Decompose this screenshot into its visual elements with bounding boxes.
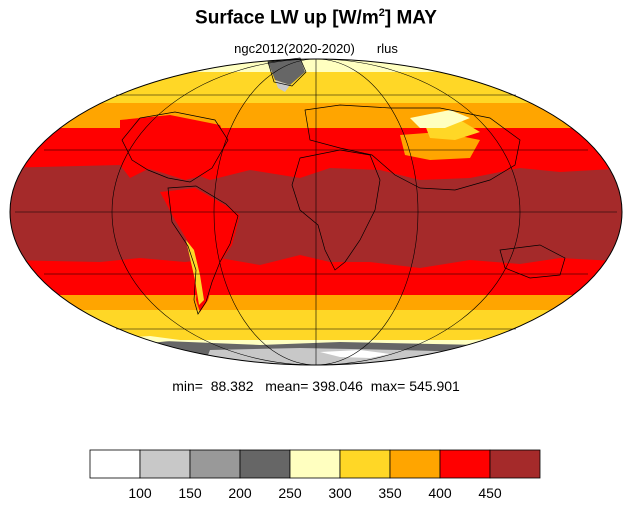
map-subtitle: ngc2012(2020-2020) rlus — [0, 41, 632, 56]
colorbar-box — [339, 449, 391, 479]
central-asia-plateau — [400, 132, 480, 160]
antarctica-center — [320, 350, 390, 358]
colorbar-label: 150 — [178, 485, 202, 501]
colorbar-box — [489, 449, 541, 479]
colorbar-label: 250 — [278, 485, 302, 501]
north-america — [120, 115, 230, 180]
subtitle-variable: rlus — [376, 41, 398, 56]
antarctica-light — [200, 348, 470, 365]
colorbar-label: 100 — [128, 485, 152, 501]
colorbar-box — [239, 449, 291, 479]
colorbar-box — [439, 449, 491, 479]
colorbar-label: 400 — [428, 485, 452, 501]
greenland-ice — [268, 59, 305, 85]
colorbar-box — [89, 449, 141, 479]
colorbar-box — [139, 449, 191, 479]
siberia-cold — [410, 110, 470, 128]
colorbar-label: 350 — [378, 485, 402, 501]
colorbar-label: 300 — [328, 485, 352, 501]
andes-strip — [186, 240, 204, 305]
colorbar-box — [389, 449, 441, 479]
colorbar-label: 450 — [478, 485, 502, 501]
colorbar-label: 200 — [228, 485, 252, 501]
subtitle-case: ngc2012(2020-2020) — [234, 41, 355, 56]
colorbar-box — [289, 449, 341, 479]
globe-outline — [9, 58, 623, 366]
south-america-land — [160, 188, 240, 312]
colorbar-box — [189, 449, 241, 479]
map-title: Surface LW up [W/m2] MAY — [195, 7, 437, 29]
stats-line: min= 88.382 mean= 398.046 max= 545.901 — [172, 378, 460, 394]
coastlines — [121, 57, 566, 315]
